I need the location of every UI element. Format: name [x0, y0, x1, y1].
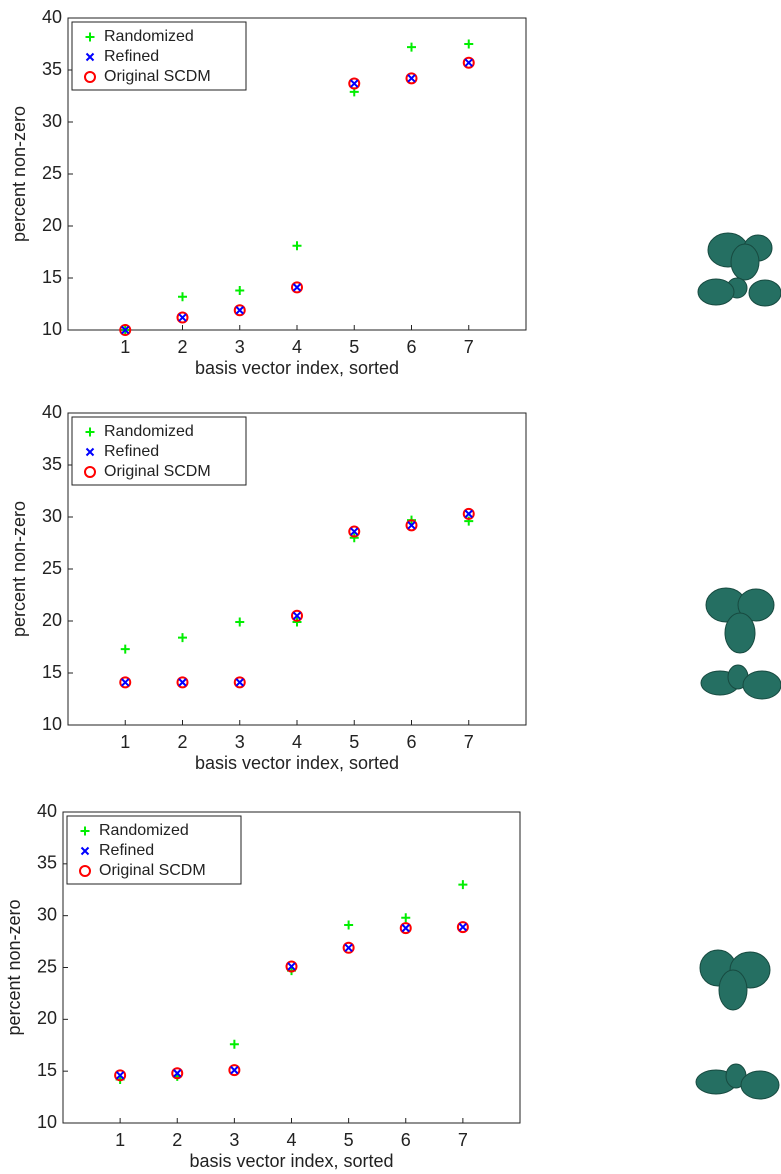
x-tick-label: 3 [235, 337, 245, 357]
x-tick-label: 6 [406, 337, 416, 357]
x-tick-label: 5 [349, 337, 359, 357]
legend-label: Original SCDM [104, 68, 211, 85]
y-tick-label: 30 [42, 506, 62, 526]
marker-x [465, 510, 472, 517]
x-tick-label: 5 [349, 732, 359, 752]
y-tick-label: 10 [42, 319, 62, 339]
legend: Randomized Refined Original SCDM [72, 417, 246, 485]
x-axis-label: basis vector index, sorted [189, 1151, 393, 1171]
x-axis-label: basis vector index, sorted [195, 358, 399, 378]
legend-label: Randomized [99, 822, 189, 839]
x-tick-label: 1 [115, 1130, 125, 1150]
marker-x [179, 314, 186, 321]
legend-label: Original SCDM [104, 463, 211, 480]
x-tick-label: 5 [344, 1130, 354, 1150]
marker-plus [344, 920, 353, 929]
x-tick-label: 1 [120, 337, 130, 357]
marker-plus [121, 645, 130, 654]
x-tick-label: 3 [235, 732, 245, 752]
y-tick-label: 40 [37, 801, 57, 821]
x-tick-label: 7 [464, 337, 474, 357]
marker-plus [230, 1040, 239, 1049]
y-tick-label: 30 [42, 111, 62, 131]
y-tick-label: 35 [37, 853, 57, 873]
x-tick-label: 3 [229, 1130, 239, 1150]
marker-x [231, 1067, 238, 1074]
x-tick-label: 4 [292, 732, 302, 752]
y-tick-label: 30 [37, 904, 57, 924]
molecule [696, 950, 779, 1099]
marker-x [294, 284, 301, 291]
x-tick-label: 2 [172, 1130, 182, 1150]
y-tick-label: 15 [42, 662, 62, 682]
y-tick-label: 20 [42, 610, 62, 630]
marker-x [465, 59, 472, 66]
x-tick-label: 2 [177, 732, 187, 752]
legend-label: Randomized [104, 28, 194, 45]
x-axis-label: basis vector index, sorted [195, 753, 399, 773]
marker-plus [464, 40, 473, 49]
legend-label: Randomized [104, 423, 194, 440]
marker-plus [458, 880, 467, 889]
x-tick-label: 2 [177, 337, 187, 357]
marker-plus [293, 241, 302, 250]
legend-label: Refined [104, 443, 159, 460]
x-tick-label: 6 [406, 732, 416, 752]
legend-label: Refined [99, 842, 154, 859]
y-axis-label: percent non-zero [9, 106, 29, 242]
y-axis-label: percent non-zero [4, 899, 24, 1035]
y-axis-label: percent non-zero [9, 501, 29, 637]
y-tick-label: 20 [42, 215, 62, 235]
marker-x [459, 924, 466, 931]
marker-plus [178, 292, 187, 301]
legend: Randomized Refined Original SCDM [67, 816, 241, 884]
y-tick-label: 20 [37, 1008, 57, 1028]
marker-plus [178, 633, 187, 642]
legend-label: Refined [104, 48, 159, 65]
marker-plus [235, 286, 244, 295]
marker-plus [401, 913, 410, 922]
y-tick-label: 10 [37, 1112, 57, 1132]
marker-x [122, 679, 129, 686]
y-tick-label: 35 [42, 454, 62, 474]
marker-x [179, 679, 186, 686]
x-tick-label: 6 [401, 1130, 411, 1150]
marker-x [236, 679, 243, 686]
y-tick-label: 35 [42, 59, 62, 79]
marker-x [408, 75, 415, 82]
marker-x [402, 925, 409, 932]
x-tick-label: 7 [458, 1130, 468, 1150]
x-tick-label: 4 [286, 1130, 296, 1150]
marker-plus [235, 618, 244, 627]
molecule [701, 588, 781, 699]
molecule [698, 233, 781, 306]
y-tick-label: 40 [42, 7, 62, 27]
marker-x [351, 80, 358, 87]
figure: 101520253035401234567basis vector index,… [0, 0, 781, 1174]
y-tick-label: 25 [37, 956, 57, 976]
x-tick-label: 4 [292, 337, 302, 357]
legend-label: Original SCDM [99, 862, 206, 879]
page: {"chart_data": [ {"type": "scatter", "x_… [0, 0, 781, 1174]
marker-x [236, 307, 243, 314]
y-tick-label: 25 [42, 163, 62, 183]
y-tick-label: 25 [42, 558, 62, 578]
x-tick-label: 7 [464, 732, 474, 752]
y-tick-label: 40 [42, 402, 62, 422]
legend: Randomized Refined Original SCDM [72, 22, 246, 90]
marker-x [345, 944, 352, 951]
marker-plus [407, 43, 416, 52]
y-tick-label: 10 [42, 714, 62, 734]
y-tick-label: 15 [42, 267, 62, 287]
y-tick-label: 15 [37, 1060, 57, 1080]
x-tick-label: 1 [120, 732, 130, 752]
